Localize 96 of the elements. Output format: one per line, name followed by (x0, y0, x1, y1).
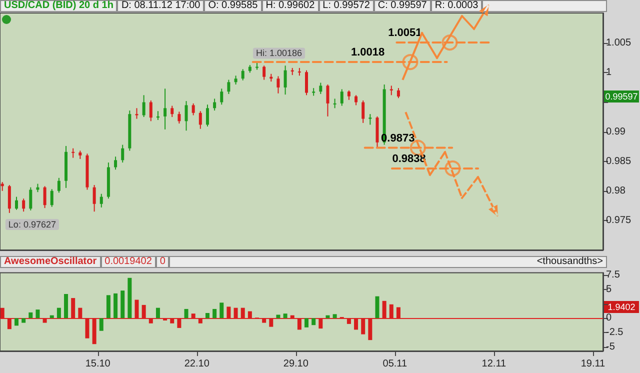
bar (120, 290, 125, 318)
candlestick (347, 90, 350, 100)
bar (220, 302, 224, 318)
candlestick (142, 94, 146, 118)
candlestick (276, 76, 280, 94)
candlestick (390, 85, 393, 96)
candlestick (149, 100, 152, 122)
candlestick (220, 88, 224, 106)
bar (332, 314, 337, 318)
y-tick-label: 0.985 (606, 156, 632, 167)
bar (283, 314, 288, 318)
candlestick (362, 100, 365, 124)
candlestick (262, 65, 266, 80)
bar (184, 308, 188, 318)
annotation: 0.9838 (392, 152, 426, 165)
candlestick (170, 105, 174, 118)
candlestick (184, 100, 188, 132)
bar (36, 310, 40, 318)
y-tick-label: 0.99 (606, 126, 626, 138)
y-tick-label: 7.5 (606, 270, 620, 280)
candlestick (15, 196, 18, 210)
candlestick (326, 84, 330, 117)
text: 0.0019402 (100, 256, 156, 268)
candlestick (57, 177, 60, 194)
bar (212, 308, 217, 318)
bar (114, 293, 118, 318)
y-tick-label: 0.98 (606, 185, 626, 196)
annotation: 1.0051 (388, 27, 422, 40)
candlestick (43, 186, 46, 209)
text: C: 0.99597 (374, 0, 431, 12)
y-tick-label: 0 (606, 312, 612, 324)
annotation: Hi: 1.00186 (256, 48, 302, 58)
candlestick (368, 114, 372, 126)
text: O: 0.99585 (204, 0, 262, 12)
candlestick (340, 88, 344, 106)
y-tick-label: 0.975 (606, 214, 632, 226)
y-tick-label: 1 (606, 67, 612, 78)
chart-title: AwesomeOscillator (0, 256, 101, 268)
bar (205, 313, 210, 318)
y-tick-label: -2.5 (606, 327, 624, 338)
candlestick (100, 193, 103, 208)
y-tick-label: -5 (606, 341, 616, 352)
bar (375, 296, 380, 318)
candlestick (164, 88, 167, 130)
text: R: 0.0003 (430, 0, 482, 12)
bar (22, 318, 26, 323)
x-tick-label: 12.11 (482, 358, 507, 370)
x-tick-label: 05.11 (382, 358, 408, 370)
y-axis-title: <thousandths> (169, 256, 607, 268)
annotation: 0.99597 (605, 92, 638, 102)
candlestick (354, 94, 358, 106)
bar (99, 318, 104, 331)
bar (156, 308, 160, 318)
candlestick (178, 111, 181, 124)
y-tick-label: 1.005 (606, 38, 632, 49)
bar (128, 278, 132, 318)
bar (304, 318, 309, 328)
annotation: 1.0018 (350, 46, 385, 59)
candlestick (121, 144, 124, 164)
bar (106, 295, 110, 318)
candlestick (8, 184, 11, 214)
x-tick-label: 29.10 (283, 358, 309, 370)
annotation: 1.9402 (608, 302, 636, 312)
x-tick-label: 15.10 (85, 358, 111, 370)
candlestick (333, 98, 336, 109)
candlestick (284, 65, 287, 96)
text: 0 (156, 256, 170, 268)
x-tick-label: 22.10 (184, 358, 210, 370)
chart-title: USD/CAD (BID) 20 d 1h (0, 0, 118, 12)
candlestick (305, 70, 308, 96)
candlestick (114, 156, 118, 170)
candlestick (227, 79, 230, 94)
bar (312, 318, 316, 326)
bar (28, 312, 33, 318)
bar (276, 314, 280, 318)
candlestick (22, 198, 26, 212)
bar (64, 294, 68, 318)
candlestick (192, 102, 195, 116)
candlestick (241, 68, 244, 81)
annotation: Lo: 0.97627 (8, 219, 56, 230)
bar (14, 318, 19, 326)
candlestick (92, 184, 96, 212)
candlestick (29, 186, 32, 211)
candlestick (319, 82, 322, 94)
candlestick (213, 98, 216, 112)
text: D: 08.11.12 17:00 (117, 0, 204, 12)
x-tick-label: 19.11 (580, 358, 606, 370)
candlestick (396, 88, 400, 99)
candlestick (206, 104, 209, 127)
candlestick (72, 148, 75, 158)
y-tick-label: 5 (606, 284, 612, 295)
text: L: 0.99572 (318, 0, 374, 12)
candlestick (198, 110, 202, 130)
bar (56, 308, 61, 318)
candlestick (50, 188, 54, 208)
text: H: 0.99602 (262, 0, 319, 12)
